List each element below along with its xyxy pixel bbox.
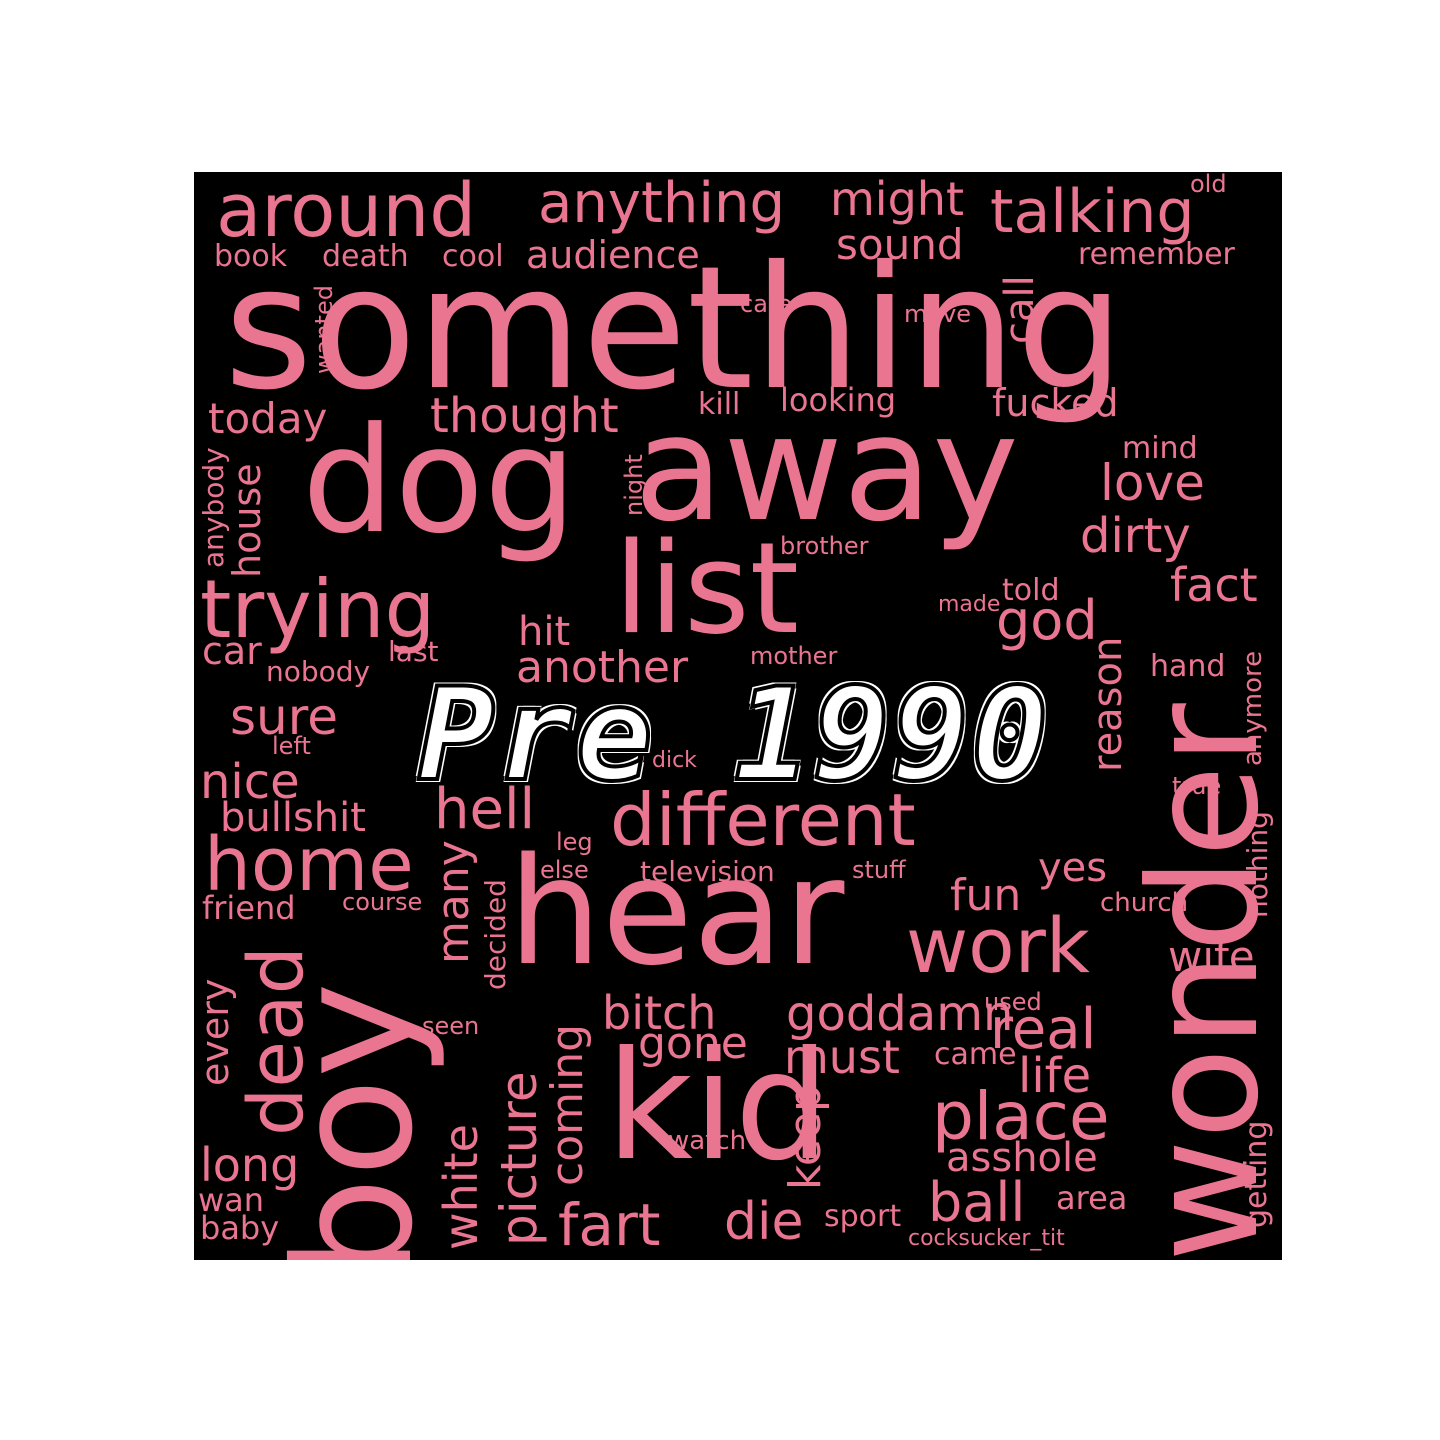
word: seen — [422, 1012, 480, 1040]
word: might — [830, 172, 964, 226]
word: made — [938, 592, 1001, 617]
word: many — [428, 840, 479, 964]
word: around — [216, 172, 477, 254]
word: die — [724, 1192, 804, 1252]
word: bullshit — [220, 795, 366, 841]
word: gone — [638, 1018, 748, 1069]
word: looking — [780, 381, 897, 419]
word: watch — [668, 1126, 747, 1156]
word: left — [272, 732, 311, 760]
word: cocksucker_tit — [908, 1226, 1065, 1251]
word: god — [996, 589, 1098, 652]
word: car — [202, 629, 262, 673]
word: another — [516, 642, 689, 693]
word: used — [984, 988, 1042, 1016]
word: different — [610, 778, 916, 862]
word: fart — [558, 1191, 661, 1259]
word: trying — [200, 563, 436, 656]
word: kid — [606, 1020, 830, 1194]
word: mother — [750, 642, 838, 670]
word: leg — [556, 828, 593, 856]
word: care — [740, 290, 793, 318]
word: kill — [698, 387, 741, 422]
word: goddamn — [786, 986, 1014, 1042]
word: came — [934, 1037, 1017, 1072]
word: hand — [1150, 649, 1226, 684]
word: list — [614, 515, 800, 662]
word: getting — [1239, 1120, 1274, 1228]
cloud-title: Pre 1990 — [416, 661, 1051, 810]
word: call — [997, 275, 1043, 344]
word: something — [224, 230, 1125, 428]
word: move — [904, 300, 972, 328]
word: bitch — [602, 986, 717, 1040]
word: fun — [950, 870, 1022, 921]
word: anything — [538, 172, 785, 236]
word: place — [932, 1078, 1110, 1155]
word: baby — [200, 1209, 280, 1247]
word: asshole — [946, 1135, 1098, 1181]
word: house — [225, 463, 269, 578]
word: cool — [442, 239, 504, 274]
word: true — [1172, 772, 1222, 800]
word: yes — [1038, 845, 1108, 891]
word: keep — [780, 1084, 831, 1190]
word: work — [906, 901, 1090, 990]
word: stuff — [852, 856, 906, 884]
word: dog — [302, 396, 577, 566]
word: friend — [202, 889, 296, 927]
word: sound — [836, 220, 964, 269]
word: white — [434, 1124, 488, 1250]
word: church — [1100, 888, 1189, 918]
word: fact — [1170, 558, 1258, 612]
word: told — [1002, 573, 1060, 608]
word: nice — [200, 754, 300, 810]
word: home — [204, 822, 414, 908]
word: dead — [231, 946, 320, 1136]
word: dirty — [1080, 508, 1191, 564]
word: remember — [1078, 237, 1235, 272]
word: course — [342, 888, 423, 916]
word: picture — [490, 1071, 548, 1246]
word: thought — [430, 388, 619, 444]
word: night — [620, 454, 648, 516]
word: love — [1100, 454, 1205, 512]
word: talking — [990, 177, 1195, 247]
word: else — [540, 856, 589, 884]
word: last — [388, 635, 439, 668]
word: life — [1018, 1048, 1092, 1104]
word: old — [1190, 172, 1227, 198]
word: every — [194, 978, 237, 1086]
word: dick — [652, 748, 697, 773]
word: long — [200, 1138, 300, 1192]
word: nobody — [266, 655, 371, 688]
word: wan — [198, 1181, 265, 1219]
word: wanted — [310, 285, 338, 374]
word: today — [208, 394, 328, 443]
word: anybody — [197, 447, 230, 568]
word: fucked — [992, 381, 1119, 425]
word: real — [990, 997, 1097, 1062]
word: coming — [542, 1023, 593, 1186]
word: must — [784, 1030, 900, 1084]
word: hear — [508, 826, 845, 998]
word: sure — [230, 688, 338, 746]
word: away — [634, 384, 1019, 554]
word-cloud: around anything might talking old book d… — [194, 172, 1282, 1260]
word: brother — [780, 532, 869, 560]
word: nothing — [1241, 811, 1274, 918]
word: mind — [1122, 431, 1198, 466]
word: area — [1056, 1179, 1128, 1217]
word: audience — [526, 233, 700, 277]
word: death — [322, 239, 409, 274]
word: ball — [928, 1171, 1026, 1234]
word: television — [640, 855, 775, 888]
word: book — [214, 239, 288, 274]
word: wife — [1168, 932, 1255, 981]
word: hit — [518, 609, 571, 655]
word: decided — [479, 879, 512, 990]
word: sport — [824, 1199, 902, 1234]
word: hell — [434, 777, 536, 842]
